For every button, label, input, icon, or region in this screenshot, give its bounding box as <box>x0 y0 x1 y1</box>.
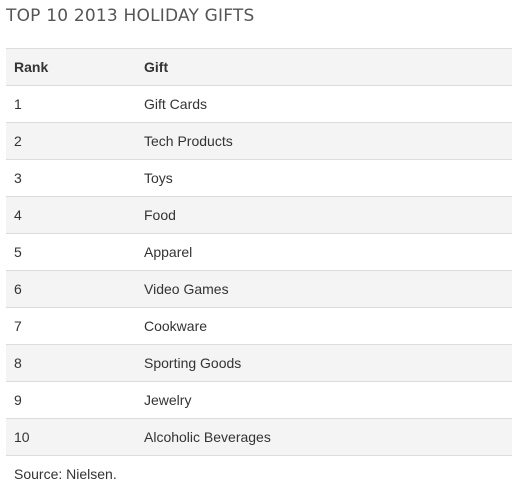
table-header-row: Rank Gift <box>6 48 512 86</box>
rank-cell: 6 <box>6 270 136 308</box>
table-row: 8 Sporting Goods <box>6 344 512 382</box>
gift-cell: Gift Cards <box>136 85 512 123</box>
table-row: 10 Alcoholic Beverages <box>6 418 512 456</box>
rank-cell: 7 <box>6 307 136 345</box>
gift-cell: Sporting Goods <box>136 344 512 382</box>
gift-cell: Toys <box>136 159 512 197</box>
rank-cell: 10 <box>6 418 136 456</box>
gift-cell: Cookware <box>136 307 512 345</box>
header-gift: Gift <box>136 48 512 86</box>
gift-cell: Tech Products <box>136 122 512 160</box>
gift-table: Rank Gift 1 Gift Cards 2 Tech Products 3 Toys… <box>6 48 512 456</box>
gift-cell: Alcoholic Beverages <box>136 418 512 456</box>
rank-cell: 8 <box>6 344 136 382</box>
table-row: 9 Jewelry <box>6 381 512 419</box>
gift-cell: Apparel <box>136 233 512 271</box>
gift-cell: Video Games <box>136 270 512 308</box>
rank-cell: 5 <box>6 233 136 271</box>
table-row: 7 Cookware <box>6 307 512 345</box>
rank-cell: 3 <box>6 159 136 197</box>
table-row: 1 Gift Cards <box>6 85 512 123</box>
gift-cell: Jewelry <box>136 381 512 419</box>
rank-cell: 1 <box>6 85 136 123</box>
table-body: 1 Gift Cards 2 Tech Products 3 Toys 4 Food 5 Appa… <box>6 85 512 456</box>
chart-title: TOP 10 2013 HOLIDAY GIFTS <box>6 6 255 26</box>
rank-cell: 2 <box>6 122 136 160</box>
table-row: 4 Food <box>6 196 512 234</box>
header-rank: Rank <box>6 48 136 86</box>
table-row: 2 Tech Products <box>6 122 512 160</box>
gift-table-container: Rank Gift 1 Gift Cards 2 Tech Products 3 Toys… <box>6 48 512 456</box>
source-note: Source: Nielsen. <box>14 466 117 482</box>
gift-cell: Food <box>136 196 512 234</box>
table-row: 5 Apparel <box>6 233 512 271</box>
table-row: 6 Video Games <box>6 270 512 308</box>
rank-cell: 4 <box>6 196 136 234</box>
rank-cell: 9 <box>6 381 136 419</box>
table-row: 3 Toys <box>6 159 512 197</box>
